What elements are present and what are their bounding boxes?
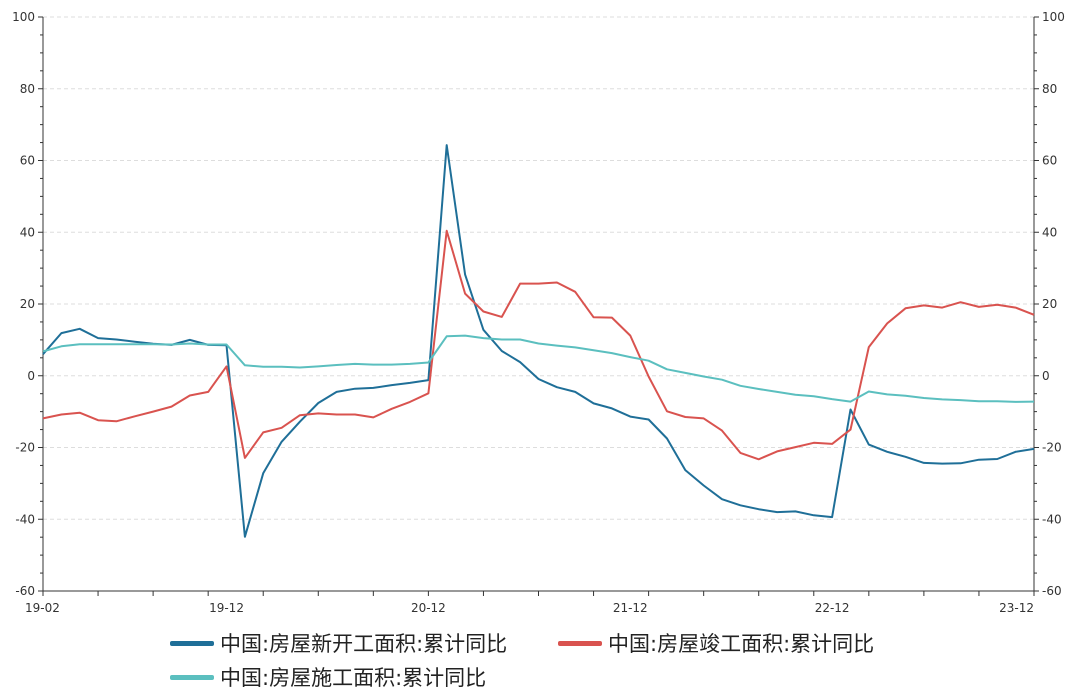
y-tick-label-left: 0 [27,369,35,383]
y-tick-label-right: -20 [1042,441,1062,455]
x-tick-label: 22-12 [815,601,850,615]
legend-swatch-completions [558,640,602,646]
y-tick-label-left: 80 [20,82,35,96]
y-tick-label-left: -40 [15,512,35,526]
y-tick-label-left: -60 [15,584,35,598]
y-tick-label-right: -60 [1042,584,1062,598]
y-tick-label-left: 20 [20,297,35,311]
y-tick-label-left: -20 [15,441,35,455]
series-lines [42,144,1035,538]
x-tick-label: 20-12 [411,601,446,615]
legend-swatch-new-starts [170,640,214,646]
gridlines [43,16,1034,520]
legend-label-new-starts: 中国:房屋新开工面积:累计同比 [220,632,508,656]
x-tick-label: 21-12 [613,601,648,615]
y-tick-label-right: 60 [1042,154,1057,168]
y-tick-label-left: 100 [12,10,35,24]
y-tick-label-right: 0 [1042,369,1050,383]
series-line-1 [42,229,1035,461]
y-tick-label-left: 60 [20,154,35,168]
legend-item-completions[interactable]: 中国:房屋竣工面积:累计同比 [558,628,874,658]
legend-label-completions: 中国:房屋竣工面积:累计同比 [608,632,875,656]
y-tick-label-right: 40 [1042,225,1057,239]
legend-item-new-starts[interactable]: 中国:房屋新开工面积:累计同比 [170,628,507,658]
axes: -60 -60 -40 -40 -20 -20 0 0 20 20 40 40 60 60 80 80 100 1… [12,10,1065,615]
y-tick-label-left: 40 [20,225,35,239]
legend: 中国:房屋新开工面积:累计同比 中国:房屋竣工面积:累计同比 中国:房屋施工面积… [0,620,1076,694]
legend-swatch-under-construction [170,674,214,680]
series-line-0 [42,144,1035,538]
x-tick-label: 19-12 [209,601,244,615]
y-tick-label-right: 20 [1042,297,1057,311]
y-tick-label-right: 80 [1042,82,1057,96]
x-tick-label: 19-02 [25,601,60,615]
series-line-2 [42,334,1035,403]
line-chart: -60 -60 -40 -40 -20 -20 0 0 20 20 40 40 60 60 80 80 100 1… [12,10,1065,615]
x-tick-label: 23-12 [999,601,1034,615]
y-tick-label-right: 100 [1042,10,1065,24]
legend-label-under-construction: 中国:房屋施工面积:累计同比 [220,666,487,690]
y-tick-label-right: -40 [1042,512,1062,526]
legend-item-under-construction[interactable]: 中国:房屋施工面积:累计同比 [170,662,486,692]
